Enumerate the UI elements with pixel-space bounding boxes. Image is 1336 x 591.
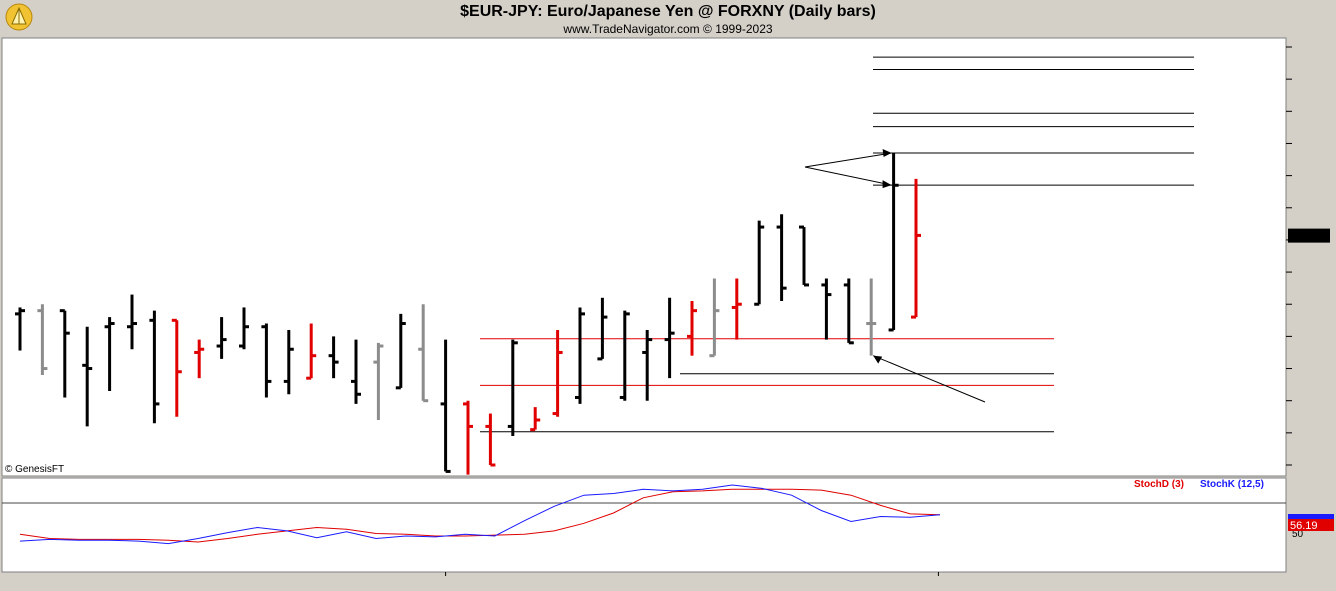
price-bar — [194, 339, 205, 379]
watermark: © GenesisFT — [5, 464, 64, 475]
stoch-panel — [1, 477, 1287, 573]
price-bar — [373, 342, 384, 420]
price-bar — [104, 317, 115, 392]
price-bar — [866, 278, 877, 356]
annotation-arrowhead — [882, 180, 892, 189]
price-bar — [283, 329, 294, 395]
chart-title: $EUR-JPY: Euro/Japanese Yen @ FORXNY (Da… — [460, 3, 876, 20]
price-bar — [888, 153, 899, 332]
price-bar — [82, 326, 93, 427]
price-bar — [306, 323, 317, 380]
app-logo-icon — [5, 3, 33, 31]
annotation-arrow-line — [873, 355, 986, 403]
stoch-last-value-box — [1288, 518, 1334, 531]
price-bar — [911, 178, 921, 319]
price-bar — [216, 317, 227, 359]
annotation-arrowhead — [882, 148, 892, 157]
stoch-series-line — [19, 484, 941, 545]
price-bar — [59, 309, 70, 398]
price-bar — [351, 339, 361, 404]
price-bar — [37, 304, 48, 375]
price-bar — [754, 220, 765, 306]
price-bar — [552, 329, 563, 417]
price-bar — [239, 307, 249, 350]
stoch-last-value-box-top — [1288, 514, 1334, 519]
price-bar — [507, 339, 518, 437]
annotation-arrow-line — [804, 152, 892, 168]
price-bar — [597, 297, 608, 361]
price-bar — [127, 294, 137, 350]
stoch-legend-k: StochK (12,5) — [1200, 479, 1264, 490]
stoch-legend-d: StochD (3) — [1134, 479, 1184, 490]
stoch-ytick: 50 — [1292, 529, 1304, 540]
price-bar — [463, 400, 473, 475]
last-price-box — [1288, 228, 1330, 243]
price-bar — [642, 329, 653, 401]
price-bar — [530, 407, 541, 432]
price-bar — [731, 278, 742, 340]
price-bar — [664, 297, 675, 379]
annotation-arrowhead — [873, 355, 883, 364]
price-bar — [776, 214, 787, 302]
price-bar — [799, 225, 809, 287]
price-bar — [328, 336, 339, 379]
price-bar — [709, 278, 720, 358]
price-bar — [575, 307, 585, 404]
price-panel — [1, 37, 1287, 477]
price-bar — [418, 304, 429, 403]
price-bar — [261, 323, 272, 398]
price-bar — [149, 310, 160, 424]
price-bar — [440, 339, 451, 473]
price-bar — [485, 413, 496, 467]
price-bar — [687, 301, 697, 356]
price-bar — [171, 318, 182, 417]
price-bar — [395, 313, 406, 390]
price-bar — [619, 310, 630, 401]
price-bar — [821, 278, 832, 340]
stoch-last-value: 56.19 — [1290, 520, 1318, 532]
annotation-arrow-line — [804, 166, 892, 186]
price-bar — [843, 278, 854, 345]
price-bar — [15, 307, 25, 351]
chart-subtitle: www.TradeNavigator.com © 1999-2023 — [563, 22, 773, 36]
